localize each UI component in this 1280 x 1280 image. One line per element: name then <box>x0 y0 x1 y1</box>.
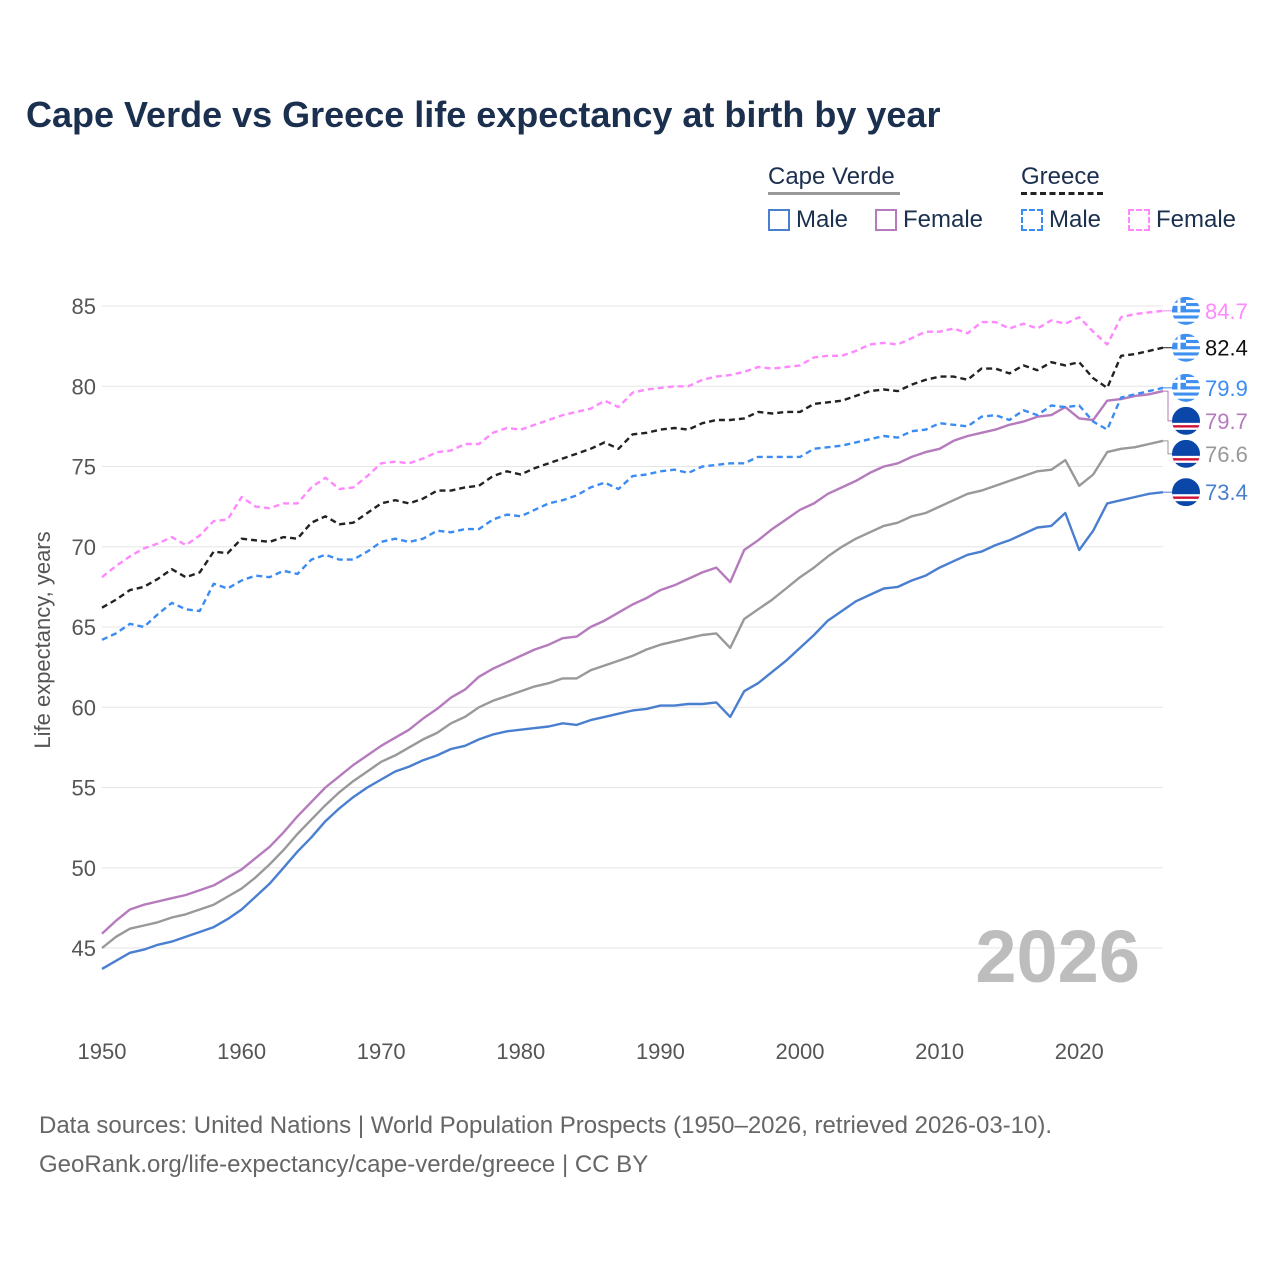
cape-verde-flag-icon <box>1172 406 1200 435</box>
x-tick-label: 2010 <box>915 1039 964 1064</box>
y-axis-label: Life expectancy, years <box>30 531 55 748</box>
greece-flag-icon <box>1172 373 1200 402</box>
y-tick-label: 55 <box>72 776 96 801</box>
watermark-year: 2026 <box>975 915 1140 998</box>
legend-group-cape-verde: Cape Verde <box>768 163 900 195</box>
series-line-greece-total <box>101 346 1164 609</box>
legend-swatch <box>875 209 897 231</box>
end-value-label: 79.9 <box>1205 376 1248 401</box>
attribution-link[interactable]: GeoRank.org/life-expectancy/cape-verde/g… <box>39 1151 649 1178</box>
x-tick-label: 1980 <box>496 1039 545 1064</box>
y-tick-label: 70 <box>72 535 96 560</box>
legend-cape-verde-female[interactable]: Female <box>875 206 983 234</box>
greece-flag-icon <box>1172 296 1200 325</box>
series-lines <box>101 309 1164 970</box>
end-value-label: 84.7 <box>1205 299 1248 324</box>
legend-group-label: Cape Verde <box>768 163 895 190</box>
x-tick-label: 1950 <box>78 1039 127 1064</box>
legend-label: Female <box>903 206 984 233</box>
legend-group-label: Greece <box>1021 163 1100 190</box>
end-labels: 84.7 82.4 79.9 79.7 76.6 73.4 <box>1163 296 1248 507</box>
x-tick-label: 2020 <box>1055 1039 1104 1064</box>
x-axis-ticks: 1950 1960 1970 1980 1990 2000 2010 2020 <box>78 1039 1104 1064</box>
legend-greece-male[interactable]: Male <box>1021 206 1101 234</box>
legend-swatch <box>1021 209 1043 231</box>
label-connector <box>1163 440 1172 455</box>
y-tick-label: 85 <box>72 294 96 319</box>
footer: Data sources: United Nations | World Pop… <box>39 1106 1052 1184</box>
legend-swatch <box>768 209 790 231</box>
grid-lines <box>102 305 1163 949</box>
cape-verde-flag-icon <box>1172 478 1200 507</box>
x-tick-label: 2000 <box>776 1039 825 1064</box>
legend-greece-female[interactable]: Female <box>1128 206 1236 234</box>
series-line-greece-male <box>101 386 1164 641</box>
legend-label: Male <box>1049 206 1102 233</box>
y-tick-label: 50 <box>72 856 96 881</box>
y-tick-label: 60 <box>72 695 96 720</box>
end-value-label: 76.6 <box>1205 442 1248 467</box>
y-tick-label: 45 <box>72 936 96 961</box>
x-tick-label: 1990 <box>636 1039 685 1064</box>
end-value-label: 79.7 <box>1205 409 1248 434</box>
x-tick-label: 1970 <box>357 1039 406 1064</box>
data-source-text: Data sources: United Nations | World Pop… <box>39 1112 1053 1139</box>
end-value-label: 73.4 <box>1205 480 1248 505</box>
y-tick-label: 75 <box>72 455 96 480</box>
legend-solid-line <box>768 192 900 195</box>
legend-label: Male <box>796 206 849 233</box>
end-value-label: 82.4 <box>1205 336 1248 361</box>
series-line-cape-verde-female <box>101 389 1164 935</box>
legend-label: Female <box>1156 206 1237 233</box>
legend-group-greece: Greece <box>1021 163 1103 195</box>
x-tick-label: 1960 <box>217 1039 266 1064</box>
y-tick-label: 65 <box>72 615 96 640</box>
label-connector <box>1163 390 1172 422</box>
y-axis-ticks: 45 50 55 60 65 70 75 80 85 <box>72 294 96 961</box>
chart-title: Cape Verde vs Greece life expectancy at … <box>26 94 941 135</box>
cape-verde-flag-icon <box>1172 439 1200 468</box>
y-tick-label: 80 <box>72 374 96 399</box>
greece-flag-icon <box>1172 333 1200 362</box>
series-line-cape-verde-total <box>101 439 1164 949</box>
legend-swatch <box>1128 209 1150 231</box>
legend-cape-verde-male[interactable]: Male <box>768 206 848 234</box>
legend-dashed-line <box>1021 192 1103 195</box>
series-line-cape-verde-male <box>101 491 1164 970</box>
series-line-greece-female <box>101 309 1164 579</box>
